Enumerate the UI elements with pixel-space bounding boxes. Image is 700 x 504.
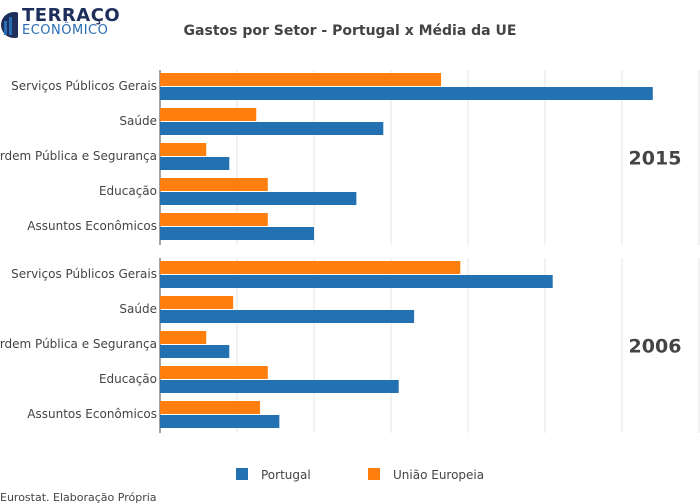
terraco-economico-logo: TERRAÇO ECONÔMICO — [0, 6, 120, 40]
bar-uniao-europeia — [160, 331, 207, 344]
bar-portugal — [160, 275, 553, 288]
bar-uniao-europeia — [160, 366, 268, 379]
bar-uniao-europeia — [160, 261, 461, 274]
bar-uniao-europeia — [160, 73, 442, 86]
bar-uniao-europeia — [160, 213, 268, 226]
panel-label-2015: 2015 — [629, 148, 682, 170]
panel-label-2006: 2006 — [629, 336, 682, 358]
bar-uniao-europeia — [160, 108, 257, 121]
legend-swatch-portugal — [236, 468, 248, 480]
category-label: Serviços Públicos Gerais — [11, 79, 157, 93]
source-note: Eurostat. Elaboração Própria — [0, 491, 157, 504]
bar-uniao-europeia — [160, 178, 268, 191]
logo-mark-icon — [1, 12, 18, 38]
bar-uniao-europeia — [160, 401, 261, 414]
category-label: Ordem Pública e Segurança — [0, 149, 157, 163]
bar-uniao-europeia — [160, 143, 207, 156]
category-label: Serviços Públicos Gerais — [11, 267, 157, 281]
bar-portugal — [160, 192, 357, 205]
logo-text-top: TERRAÇO — [22, 5, 121, 26]
bar-portugal — [160, 415, 280, 428]
bar-uniao-europeia — [160, 296, 234, 309]
bar-portugal — [160, 310, 415, 323]
category-label: Saúde — [119, 302, 157, 316]
category-label: Assuntos Econômicos — [27, 219, 157, 233]
legend-swatch-uniao-europeia — [368, 468, 380, 480]
bar-portugal — [160, 345, 230, 358]
logo-text-bottom: ECONÔMICO — [22, 23, 109, 38]
legend-label: União Europeia — [393, 468, 484, 482]
category-label: Educação — [99, 372, 157, 386]
category-label: Ordem Pública e Segurança — [0, 337, 157, 351]
bar-portugal — [160, 87, 653, 100]
legend-label: Portugal — [261, 468, 311, 482]
category-label: Educação — [99, 184, 157, 198]
chart-title: Gastos por Setor - Portugal x Média da U… — [184, 23, 517, 39]
category-label: Assuntos Econômicos — [27, 407, 157, 421]
bar-portugal — [160, 380, 399, 393]
category-label: Saúde — [119, 114, 157, 128]
bar-portugal — [160, 157, 230, 170]
bar-portugal — [160, 227, 314, 240]
bar-portugal — [160, 122, 384, 135]
